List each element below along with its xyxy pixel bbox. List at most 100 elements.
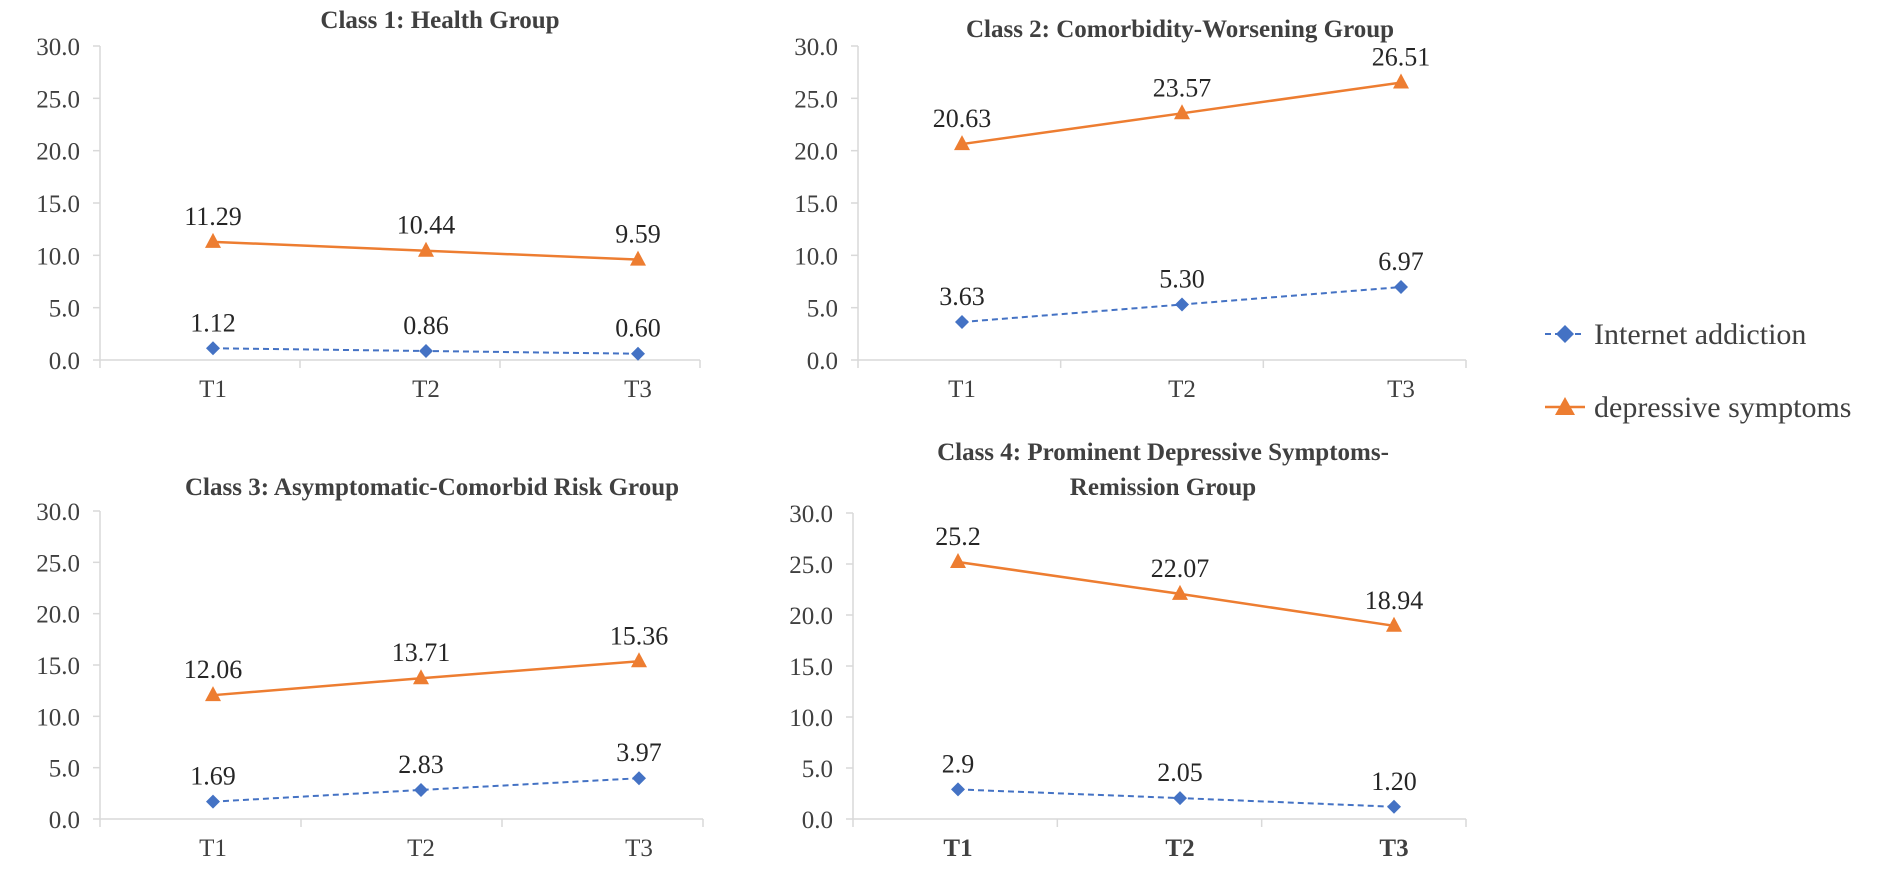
- legend-item-internet: Internet addiction: [1545, 318, 1806, 351]
- point-internet: [631, 346, 645, 361]
- chart-panel-class-3: Class 3: Asymptomatic-Comorbid Risk Grou…: [36, 474, 704, 862]
- x-tick-label: T2: [412, 376, 440, 403]
- point-depressive: [954, 135, 970, 151]
- data-label-depressive: 23.57: [1153, 73, 1212, 102]
- y-tick-label: 10.0: [36, 243, 80, 270]
- y-tick-label: 15.0: [36, 191, 80, 218]
- point-depressive: [1393, 73, 1409, 89]
- legend-label-depressive: depressive symptoms: [1594, 391, 1851, 424]
- y-tick-label: 25.0: [36, 86, 80, 113]
- x-tick-label: T1: [199, 376, 227, 403]
- data-label-internet: 5.30: [1159, 265, 1205, 294]
- y-tick-label: 5.0: [807, 296, 838, 323]
- data-label-internet: 1.69: [190, 762, 236, 791]
- x-tick-label: T2: [1168, 376, 1196, 403]
- data-label-depressive: 18.94: [1365, 586, 1424, 615]
- data-label-depressive: 15.36: [610, 621, 669, 650]
- legend: Internet addiction depressive symptoms: [1545, 318, 1851, 424]
- x-tick-label: T3: [1379, 835, 1408, 862]
- data-label-depressive: 22.07: [1151, 554, 1210, 583]
- x-tick-label: T2: [407, 835, 435, 862]
- chart-title: Class 2: Comorbidity-Worsening Group: [966, 16, 1394, 43]
- data-label-internet: 0.60: [615, 314, 661, 343]
- point-internet: [1175, 297, 1189, 312]
- point-internet: [1387, 799, 1401, 814]
- y-tick-label: 25.0: [789, 552, 833, 579]
- data-label-internet: 1.20: [1371, 767, 1417, 796]
- point-depressive: [1172, 584, 1188, 600]
- y-tick-label: 20.0: [36, 139, 80, 166]
- y-tick-label: 10.0: [36, 704, 80, 731]
- x-tick-label: T3: [625, 835, 653, 862]
- chart-title: Remission Group: [1070, 474, 1256, 501]
- y-tick-label: 30.0: [36, 34, 80, 61]
- chart-title: Class 1: Health Group: [320, 7, 559, 34]
- x-tick-label: T3: [1387, 376, 1415, 403]
- y-tick-label: 10.0: [789, 705, 833, 732]
- data-label-internet: 3.63: [939, 282, 985, 311]
- point-internet: [414, 782, 428, 797]
- y-tick-label: 5.0: [802, 756, 833, 783]
- chart-title: Class 4: Prominent Depressive Symptoms-: [937, 439, 1389, 466]
- data-label-internet: 0.86: [403, 311, 449, 340]
- x-tick-label: T1: [943, 835, 972, 862]
- data-label-internet: 3.97: [616, 738, 662, 767]
- series-line-internet: [212, 777, 640, 803]
- y-tick-label: 30.0: [36, 499, 80, 526]
- y-tick-label: 5.0: [49, 296, 80, 323]
- y-tick-label: 0.0: [807, 348, 838, 375]
- data-label-depressive: 25.2: [935, 522, 981, 551]
- chart-panels: Class 1: Health Group 0.0 5.0 10.0 15.0 20.0 2…: [36, 7, 1467, 862]
- point-depressive: [205, 232, 221, 248]
- x-tick-label: T1: [199, 835, 227, 862]
- data-label-depressive: 9.59: [615, 220, 661, 249]
- data-label-depressive: 13.71: [392, 638, 451, 667]
- y-tick-label: 20.0: [794, 139, 838, 166]
- y-tick-label: 15.0: [794, 191, 838, 218]
- y-tick-label: 10.0: [794, 243, 838, 270]
- data-label-depressive: 10.44: [397, 211, 456, 240]
- point-depressive: [1386, 616, 1402, 632]
- legend-item-depressive: depressive symptoms: [1545, 391, 1851, 424]
- point-internet: [1173, 791, 1187, 806]
- data-label-depressive: 12.06: [184, 655, 243, 684]
- chart-panel-class-2: Class 2: Comorbidity-Worsening Group 0.0 5…: [794, 16, 1467, 403]
- y-tick-label: 0.0: [49, 348, 80, 375]
- data-label-internet: 2.83: [398, 750, 444, 779]
- x-tick-label: T3: [624, 376, 652, 403]
- y-tick-label: 0.0: [802, 807, 833, 834]
- point-depressive: [205, 686, 221, 702]
- chart-panel-class-4: Class 4: Prominent Depressive Symptoms- R…: [789, 439, 1467, 862]
- point-depressive: [418, 241, 434, 257]
- y-tick-label: 25.0: [794, 86, 838, 113]
- point-internet: [206, 341, 220, 356]
- data-label-internet: 6.97: [1378, 247, 1424, 276]
- diamond-icon: [1556, 325, 1574, 343]
- chart-title: Class 3: Asymptomatic-Comorbid Risk Grou…: [185, 474, 679, 501]
- data-label-depressive: 20.63: [933, 104, 992, 133]
- point-internet: [419, 343, 433, 358]
- y-tick-label: 30.0: [794, 34, 838, 61]
- y-tick-label: 25.0: [36, 550, 80, 577]
- point-depressive: [950, 552, 966, 568]
- point-depressive: [630, 250, 646, 266]
- y-tick-label: 20.0: [789, 603, 833, 630]
- point-internet: [632, 771, 646, 786]
- point-internet: [1394, 280, 1408, 295]
- point-depressive: [1174, 104, 1190, 120]
- data-label-depressive: 26.51: [1372, 43, 1431, 72]
- point-depressive: [631, 652, 647, 668]
- y-tick-label: 20.0: [36, 602, 80, 629]
- data-label-internet: 1.12: [190, 308, 236, 337]
- y-tick-label: 0.0: [49, 807, 80, 834]
- point-internet: [955, 315, 969, 330]
- point-depressive: [413, 669, 429, 685]
- x-tick-label: T1: [948, 376, 976, 403]
- point-internet: [951, 782, 965, 797]
- chart-panel-class-1: Class 1: Health Group 0.0 5.0 10.0 15.0 20.0 2…: [36, 7, 701, 403]
- y-tick-label: 30.0: [789, 501, 833, 528]
- y-tick-label: 15.0: [36, 653, 80, 680]
- data-label-internet: 2.05: [1157, 758, 1203, 787]
- y-tick-label: 15.0: [789, 654, 833, 681]
- x-tick-label: T2: [1165, 835, 1194, 862]
